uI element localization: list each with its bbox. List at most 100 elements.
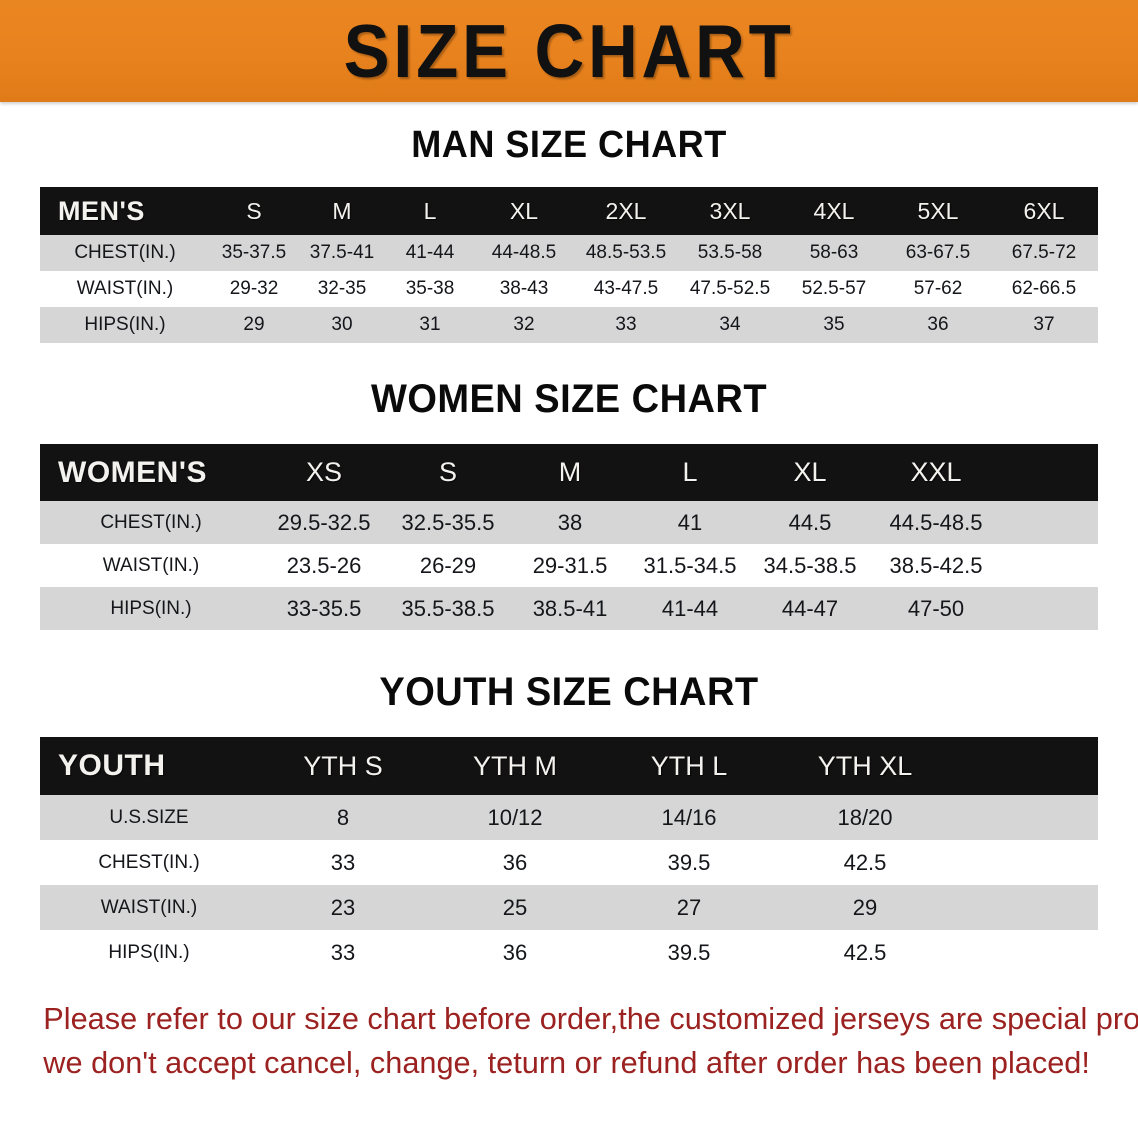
man-row-label-waist: WAIST(IN.) — [76, 278, 174, 299]
youth-hips-xl: 42.5 — [843, 939, 887, 965]
table-row: WAIST(IN.) 29-32 32-35 35-38 38-43 43-47… — [40, 271, 1098, 307]
youth-table-header: YOUTH YTH S YTH M YTH L YTH XL — [40, 737, 1098, 795]
women-hips-s: 35.5-38.5 — [401, 595, 495, 621]
women-row-label-hips: HIPS(IN.) — [110, 597, 192, 619]
man-chest-4xl: 58-63 — [809, 242, 859, 263]
man-row-label-hips: HIPS(IN.) — [84, 314, 166, 335]
man-size-header-3xl: 3XL — [709, 197, 751, 224]
youth-row-label-hips: HIPS(IN.) — [108, 941, 190, 963]
youth-chest-l: 39.5 — [667, 849, 711, 875]
women-waist-xxl: 38.5-42.5 — [889, 552, 983, 578]
women-size-header-xxl: XXL — [910, 457, 962, 487]
man-waist-5xl: 57-62 — [913, 278, 963, 299]
man-category-label: MEN'S — [58, 195, 145, 226]
table-row: CHEST(IN.) 29.5-32.5 32.5-35.5 38 41 44.… — [40, 501, 1098, 544]
man-waist-4xl: 52.5-57 — [801, 278, 867, 299]
women-size-header-xs: XS — [305, 457, 343, 487]
man-hips-l: 31 — [419, 314, 441, 335]
man-hips-s: 29 — [243, 314, 265, 335]
youth-row-spacer — [954, 885, 1098, 930]
youth-ussize-s: 8 — [336, 804, 350, 830]
man-hips-5xl: 36 — [927, 314, 949, 335]
women-size-table: WOMEN'S XS S M L XL XXL CHEST(IN.) 29.5-… — [40, 444, 1098, 630]
man-chest-6xl: 67.5-72 — [1011, 242, 1077, 263]
youth-size-header-l: YTH L — [650, 750, 728, 781]
youth-chest-xl: 42.5 — [843, 849, 887, 875]
man-size-header-xl: XL — [509, 197, 539, 224]
youth-row-label-us-size: U.S.SIZE — [109, 806, 189, 828]
man-hips-4xl: 35 — [823, 314, 845, 335]
women-chest-xs: 29.5-32.5 — [277, 509, 371, 535]
man-hips-m: 30 — [331, 314, 353, 335]
women-waist-l: 31.5-34.5 — [643, 552, 737, 578]
man-size-header-6xl: 6XL — [1023, 197, 1065, 224]
women-hips-m: 38.5-41 — [532, 595, 608, 621]
man-chest-3xl: 53.5-58 — [697, 242, 763, 263]
women-chest-m: 38 — [557, 509, 583, 535]
table-row: CHEST(IN.) 35-37.5 37.5-41 41-44 44-48.5… — [40, 235, 1098, 271]
women-header-row: WOMEN'S XS S M L XL XXL — [40, 444, 1098, 501]
women-table-wrapper: WOMEN'S XS S M L XL XXL CHEST(IN.) 29.5-… — [40, 444, 1098, 630]
man-size-header-m: M — [332, 197, 352, 224]
youth-hips-s: 33 — [330, 939, 356, 965]
man-chest-5xl: 63-67.5 — [905, 242, 971, 263]
man-table-header: MEN'S S M L XL 2XL 3XL 4XL 5XL 6XL — [40, 187, 1098, 235]
man-chest-2xl: 48.5-53.5 — [585, 242, 667, 263]
man-size-header-s: S — [246, 197, 262, 224]
women-waist-xl: 34.5-38.5 — [763, 552, 857, 578]
man-waist-l: 35-38 — [405, 278, 455, 299]
youth-row-label-waist: WAIST(IN.) — [100, 896, 198, 918]
women-row-spacer — [1002, 501, 1098, 544]
youth-section-title: YOUTH SIZE CHART — [379, 670, 759, 714]
table-row: HIPS(IN.) 33-35.5 35.5-38.5 38.5-41 41-4… — [40, 587, 1098, 630]
women-row-spacer — [1002, 544, 1098, 587]
women-row-label-chest: CHEST(IN.) — [100, 511, 202, 533]
table-row: CHEST(IN.) 33 36 39.5 42.5 — [40, 840, 1098, 885]
youth-chest-m: 36 — [502, 849, 528, 875]
youth-row-spacer — [954, 795, 1098, 840]
man-size-header-l: L — [423, 197, 437, 224]
man-size-table: MEN'S S M L XL 2XL 3XL 4XL 5XL 6XL CHEST… — [40, 187, 1098, 343]
table-row: WAIST(IN.) 23 25 27 29 — [40, 885, 1098, 930]
women-table-body: CHEST(IN.) 29.5-32.5 32.5-35.5 38 41 44.… — [40, 501, 1098, 630]
youth-ussize-xl: 18/20 — [837, 804, 893, 830]
women-row-spacer — [1002, 587, 1098, 630]
man-chest-xl: 44-48.5 — [491, 242, 557, 263]
women-size-header-l: L — [682, 457, 698, 487]
youth-waist-l: 27 — [676, 894, 702, 920]
man-waist-3xl: 47.5-52.5 — [689, 278, 771, 299]
women-size-header-m: M — [558, 457, 582, 487]
youth-header-spacer — [954, 737, 1098, 795]
youth-header-row: YOUTH YTH S YTH M YTH L YTH XL — [40, 737, 1098, 795]
youth-size-header-s: YTH S — [303, 750, 383, 781]
women-hips-xxl: 47-50 — [907, 595, 965, 621]
youth-row-spacer — [954, 930, 1098, 975]
man-waist-m: 32-35 — [317, 278, 367, 299]
women-waist-xs: 23.5-26 — [286, 552, 362, 578]
youth-table-body: U.S.SIZE 8 10/12 14/16 18/20 CHEST(IN.) … — [40, 795, 1098, 975]
women-waist-s: 26-29 — [419, 552, 477, 578]
disclaimer-line-1: Please refer to our size chart before or… — [43, 1001, 1138, 1036]
women-chest-s: 32.5-35.5 — [401, 509, 495, 535]
women-size-header-s: S — [438, 457, 457, 487]
youth-table-wrapper: YOUTH YTH S YTH M YTH L YTH XL U.S.SIZE … — [40, 737, 1098, 975]
youth-waist-m: 25 — [502, 894, 528, 920]
youth-row-spacer — [954, 840, 1098, 885]
man-table-body: CHEST(IN.) 35-37.5 37.5-41 41-44 44-48.5… — [40, 235, 1098, 343]
man-chest-l: 41-44 — [405, 242, 455, 263]
man-waist-2xl: 43-47.5 — [593, 278, 659, 299]
women-chest-xxl: 44.5-48.5 — [889, 509, 983, 535]
man-chest-s: 35-37.5 — [221, 242, 287, 263]
man-size-header-2xl: 2XL — [605, 197, 647, 224]
women-hips-l: 41-44 — [661, 595, 719, 621]
youth-waist-xl: 29 — [852, 894, 878, 920]
man-hips-2xl: 33 — [615, 314, 637, 335]
youth-size-header-xl: YTH XL — [817, 750, 913, 781]
youth-hips-m: 36 — [502, 939, 528, 965]
man-table-wrapper: MEN'S S M L XL 2XL 3XL 4XL 5XL 6XL CHEST… — [40, 187, 1098, 343]
youth-ussize-m: 10/12 — [487, 804, 543, 830]
women-hips-xs: 33-35.5 — [286, 595, 362, 621]
man-chest-m: 37.5-41 — [309, 242, 375, 263]
youth-waist-s: 23 — [330, 894, 356, 920]
women-header-spacer — [1002, 444, 1098, 501]
